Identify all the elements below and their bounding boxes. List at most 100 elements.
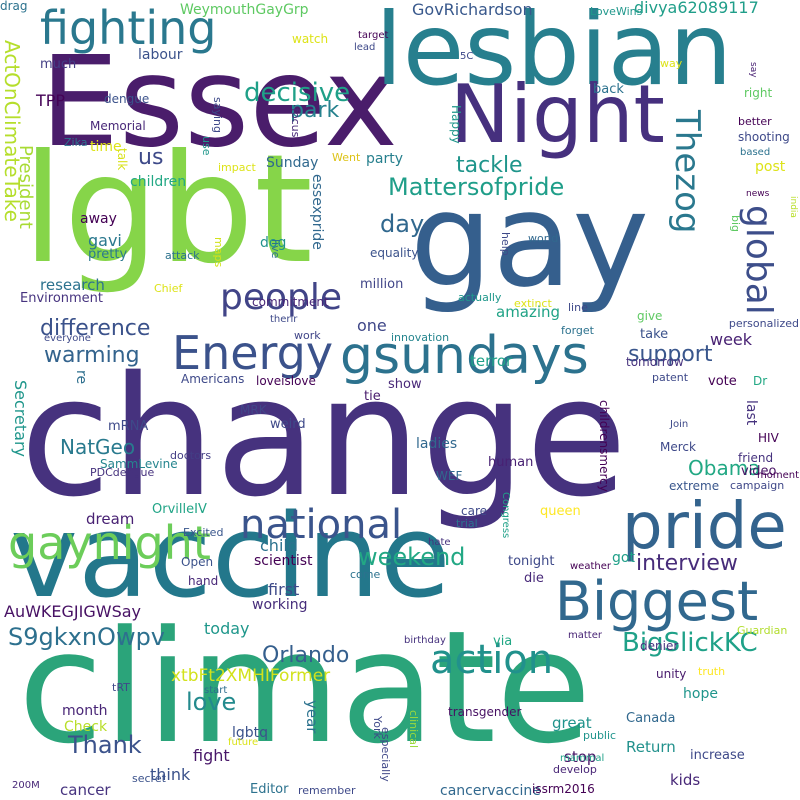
word: queen [540, 504, 581, 519]
word: hand [188, 574, 219, 588]
word: OrvilleIV [152, 502, 207, 517]
word: lgbtq [232, 725, 269, 741]
word: decisive [244, 78, 351, 108]
word: pretty [88, 247, 128, 262]
word: Open [181, 555, 214, 569]
word: LoveWins [590, 5, 643, 18]
word: gsundays [340, 326, 589, 386]
word: one [357, 316, 387, 335]
word: WEF [436, 469, 463, 483]
word: better [738, 115, 772, 128]
word: take [640, 327, 669, 342]
word: increase [690, 748, 745, 763]
word: Memorial [90, 119, 146, 133]
word: way [660, 57, 683, 70]
word: Canada [626, 711, 676, 726]
word: weird [270, 417, 306, 432]
word: gay [410, 164, 650, 316]
word: xtbFt2XMHIFormer [171, 666, 331, 686]
word: tomorrow [626, 355, 684, 369]
word: commitment [252, 295, 329, 309]
word: hate [428, 537, 451, 548]
word: Guardian [737, 624, 788, 637]
word: ladies [416, 436, 458, 452]
word: people [220, 277, 343, 318]
word: support [628, 342, 713, 367]
word: saying [211, 97, 224, 133]
word: time [90, 139, 122, 155]
word: clinical [407, 710, 420, 749]
word: Secretary [11, 380, 30, 457]
word: secret [132, 772, 166, 785]
word: day [380, 210, 425, 238]
word: vote [708, 374, 737, 389]
word: moment [756, 470, 799, 481]
word: target [358, 30, 389, 41]
word: give [637, 309, 663, 323]
word: working [252, 597, 308, 613]
word: dengue [104, 92, 150, 106]
word: Environment [20, 291, 104, 306]
word: hope [683, 686, 718, 702]
word: cancer [60, 781, 111, 799]
word: Energy [172, 326, 334, 380]
word: great [552, 714, 592, 732]
word: Happy [449, 105, 463, 144]
word: Essex [40, 30, 398, 175]
word: Editor [250, 782, 289, 797]
word: impact [218, 161, 256, 174]
word: dog [260, 235, 287, 251]
word: park [290, 98, 340, 123]
word: change [20, 341, 628, 533]
word: gavi [88, 231, 122, 250]
word: Obama [688, 456, 761, 480]
word: doctors [170, 449, 212, 462]
word: Americans [181, 372, 245, 386]
word: weekend [358, 543, 466, 571]
word: fighting [40, 1, 217, 55]
word: global [738, 205, 779, 315]
word: video [741, 464, 777, 479]
word: truth [698, 665, 726, 678]
word: human [488, 455, 534, 470]
word: issrm2016 [532, 782, 595, 796]
word: india [788, 196, 798, 218]
word: extinct [514, 297, 552, 310]
word: 5C [460, 51, 474, 62]
word: action [430, 637, 554, 683]
word: show [388, 377, 422, 392]
word: start [204, 685, 228, 696]
word: Thank [68, 731, 142, 759]
word: shooting [738, 130, 790, 144]
word: right [744, 86, 773, 100]
word: scientist [254, 553, 313, 569]
word: Sunday [266, 155, 319, 171]
word: year [303, 700, 321, 734]
word: personalized [728, 317, 799, 330]
word: stop [564, 748, 597, 766]
word: fight [193, 746, 230, 765]
word: last [743, 400, 759, 426]
word: NatGeo [60, 435, 136, 459]
word: GovRichardson [412, 0, 533, 19]
word: public [583, 729, 617, 742]
word: attack [165, 249, 200, 262]
word: forget [561, 324, 594, 337]
word: Thezog [667, 110, 707, 234]
word: President [15, 145, 36, 229]
word: line [568, 301, 588, 314]
word: lesbian [375, 0, 733, 108]
word: love [186, 688, 237, 716]
word: use [200, 136, 213, 156]
word: essexpride [309, 174, 325, 250]
word: focus [289, 108, 302, 138]
word: SammLevine [100, 457, 178, 471]
word: matter [568, 630, 602, 641]
word: help [499, 232, 512, 256]
word: amazing [496, 303, 561, 321]
word: gaynight [8, 516, 211, 570]
word: Congress [500, 492, 511, 539]
word: news [746, 189, 770, 199]
word: Return [626, 738, 676, 756]
